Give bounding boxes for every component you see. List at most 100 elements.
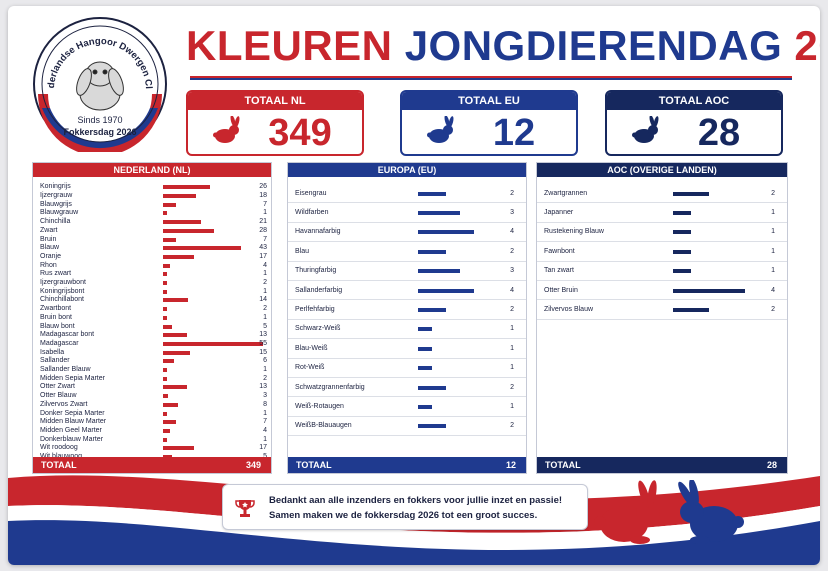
category-label: Ijzergrauw [40, 192, 73, 200]
bar [418, 405, 432, 410]
bar [163, 263, 171, 268]
red-rabbit-icon [594, 480, 660, 544]
value-label: 3 [510, 209, 514, 217]
table-row: Blauw 43 [33, 244, 271, 253]
category-label: Koningrijsbont [40, 287, 85, 295]
table-row: Zilvervos Zwart 8 [33, 401, 271, 410]
category-label: Rus zwart [40, 270, 72, 278]
bar [163, 324, 173, 329]
bar [163, 194, 196, 199]
value-label: 2 [510, 383, 514, 391]
bar [163, 254, 194, 259]
table-row: WeißB-Blauaugen 2 [288, 417, 526, 437]
category-label: Zwartgrannen [544, 189, 588, 197]
bar [418, 249, 446, 254]
table-row: Blau-Weiß 1 [288, 339, 526, 359]
category-label: Japanner [544, 209, 574, 217]
bar [163, 368, 167, 373]
table-row: Bruin 7 [33, 235, 271, 244]
logo-subtitle: Fokkersdag 2026 [63, 127, 136, 137]
chart-title: AOC (OVERIGE LANDEN) [537, 163, 787, 177]
value-label: 7 [263, 418, 267, 426]
value-label: 18 [259, 192, 267, 200]
bar [163, 246, 242, 251]
table-row: Otter Blauw 3 [33, 392, 271, 401]
table-row: Blauwgrauw 1 [33, 209, 271, 218]
total-value: 349 [268, 112, 332, 154]
value-label: 1 [771, 267, 775, 275]
bar [163, 376, 167, 381]
bar [163, 298, 189, 303]
bar [163, 307, 167, 312]
value-label: 3 [510, 267, 514, 275]
value-label: 13 [259, 331, 267, 339]
table-row: Japanner 1 [537, 203, 787, 223]
value-label: 1 [263, 366, 267, 374]
table-row: Weiß-Rotaugen 1 [288, 397, 526, 417]
total-box-1: TOTAAL EU 12 [400, 90, 578, 156]
category-label: Blauw bont [40, 322, 75, 330]
table-row: Koningrijsbont 1 [33, 287, 271, 296]
category-label: Rot-Weiß [295, 364, 325, 372]
value-label: 4 [510, 228, 514, 236]
total-box-0: TOTAAL NL 349 [186, 90, 364, 156]
category-label: Zilvervos Blauw [544, 306, 594, 314]
value-label: 1 [771, 209, 775, 217]
table-row: Sallander Blauw 1 [33, 366, 271, 375]
table-row: Schwarz-Weiß 1 [288, 320, 526, 340]
table-row: Sallanderfarbig 4 [288, 281, 526, 301]
total-value: 12 [492, 112, 536, 154]
value-label: 1 [263, 287, 267, 295]
value-label: 5 [263, 322, 267, 330]
bar [163, 228, 214, 233]
total-box-2: TOTAAL AOC 28 [605, 90, 783, 156]
table-row: Zwartbont 2 [33, 305, 271, 314]
value-label: 4 [510, 286, 514, 294]
value-label: 2 [263, 374, 267, 382]
table-row: Midden Sepia Marter 2 [33, 374, 271, 383]
bar [418, 269, 460, 274]
total-footer-value: 28 [766, 460, 777, 470]
category-label: Thuringfarbig [295, 267, 337, 275]
value-label: 7 [263, 200, 267, 208]
value-label: 17 [259, 252, 267, 260]
table-row: Zilvervos Blauw 2 [537, 300, 787, 320]
table-row: Koningrijs 26 [33, 183, 271, 192]
table-row: Otter Zwart 13 [33, 383, 271, 392]
bar [163, 220, 202, 225]
title-part2: JONGDIERENDAG [404, 22, 783, 69]
title-year: 2026 [794, 22, 820, 69]
bar [163, 281, 167, 286]
category-label: Blau [295, 247, 310, 255]
bar [163, 437, 167, 442]
bar [673, 191, 709, 196]
bar [163, 411, 167, 416]
category-label: Eisengrau [295, 189, 327, 197]
category-label: Rustekening Blauw [544, 228, 604, 236]
table-row: Midden Geel Marter 4 [33, 427, 271, 436]
table-row: Donkerblauw Marter 1 [33, 435, 271, 444]
bar [673, 230, 691, 235]
total-label: TOTAAL NL [188, 92, 362, 110]
value-label: 15 [259, 348, 267, 356]
total-footer: TOTAAL 28 [537, 457, 787, 473]
value-label: 4 [263, 426, 267, 434]
category-label: Havannafarbig [295, 228, 341, 236]
bar [163, 350, 191, 355]
category-label: WeißB-Blauaugen [295, 422, 352, 430]
bar [418, 308, 446, 313]
table-row: Tan zwart 1 [537, 262, 787, 281]
logo-since: Sinds 1970 [77, 115, 122, 125]
value-label: 1 [771, 228, 775, 236]
category-label: Isabella [40, 348, 65, 356]
table-row: Havannafarbig 4 [288, 223, 526, 243]
value-label: 17 [259, 444, 267, 452]
chart-title: NEDERLAND (NL) [33, 163, 271, 177]
value-label: 55 [259, 339, 267, 347]
category-label: Blauwgrijs [40, 200, 72, 208]
value-label: 4 [263, 261, 267, 269]
value-label: 1 [263, 435, 267, 443]
bar [163, 185, 211, 190]
rabbit-icon [427, 116, 454, 143]
bar [673, 211, 691, 216]
